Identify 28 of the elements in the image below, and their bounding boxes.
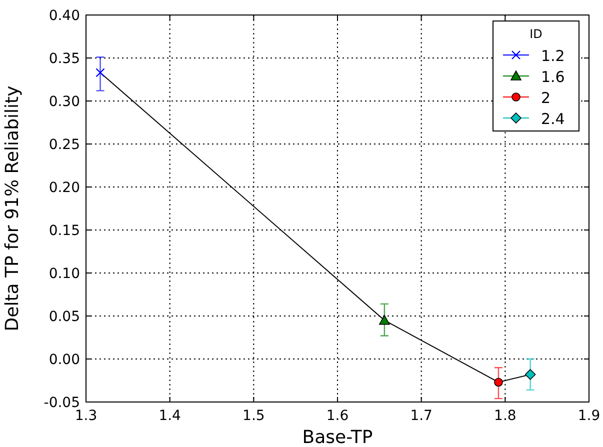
x-tick-label: 1.5	[242, 408, 265, 424]
y-tick-label: 0.35	[48, 51, 80, 67]
point	[379, 314, 390, 325]
x-tick-label: 1.6	[326, 408, 349, 424]
legend-label: 1.2	[541, 47, 565, 65]
y-tick-label: 0.20	[48, 180, 80, 196]
legend-title: ID	[530, 27, 542, 41]
y-axis-title: Delta TP for 91% Reliability	[2, 85, 23, 332]
point	[96, 68, 105, 78]
x-tick-label: 1.8	[494, 408, 516, 424]
x-tick-label: 1.3	[74, 408, 98, 424]
x-tick-label: 1.7	[410, 408, 432, 424]
x-tick-label: 1.4	[158, 408, 182, 424]
y-tick-label: 0.00	[48, 352, 80, 368]
y-tick-label: -0.05	[44, 395, 80, 411]
legend-label: 2	[541, 89, 551, 107]
y-tick-label: 0.25	[48, 137, 80, 153]
y-tick-label: 0.40	[48, 8, 80, 24]
point	[494, 378, 503, 387]
legend-label: 2.4	[541, 110, 565, 128]
x-tick-label: 1.9	[578, 408, 600, 424]
legend-label: 1.6	[541, 68, 565, 86]
y-tick-label: 0.30	[48, 94, 80, 110]
y-tick-label: 0.05	[48, 309, 80, 325]
point	[524, 369, 536, 380]
y-tick-label: 0.10	[48, 266, 80, 282]
y-tick-label: 0.15	[48, 223, 80, 239]
x-axis-title: Base-TP	[302, 427, 373, 447]
